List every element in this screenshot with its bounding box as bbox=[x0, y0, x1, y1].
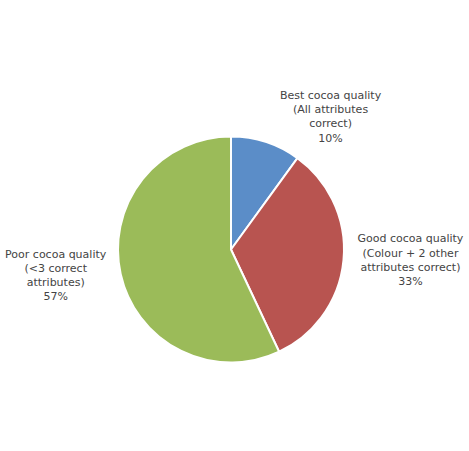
svg-text:Poor cocoa quality(<3 correcta: Poor cocoa quality(<3 correctattributes)… bbox=[5, 248, 107, 304]
svg-text:Best cocoa quality(All attribu: Best cocoa quality(All attributescorrect… bbox=[280, 89, 382, 145]
svg-text:Good cocoa quality(Colour + 2: Good cocoa quality(Colour + 2 otherattri… bbox=[357, 232, 463, 288]
